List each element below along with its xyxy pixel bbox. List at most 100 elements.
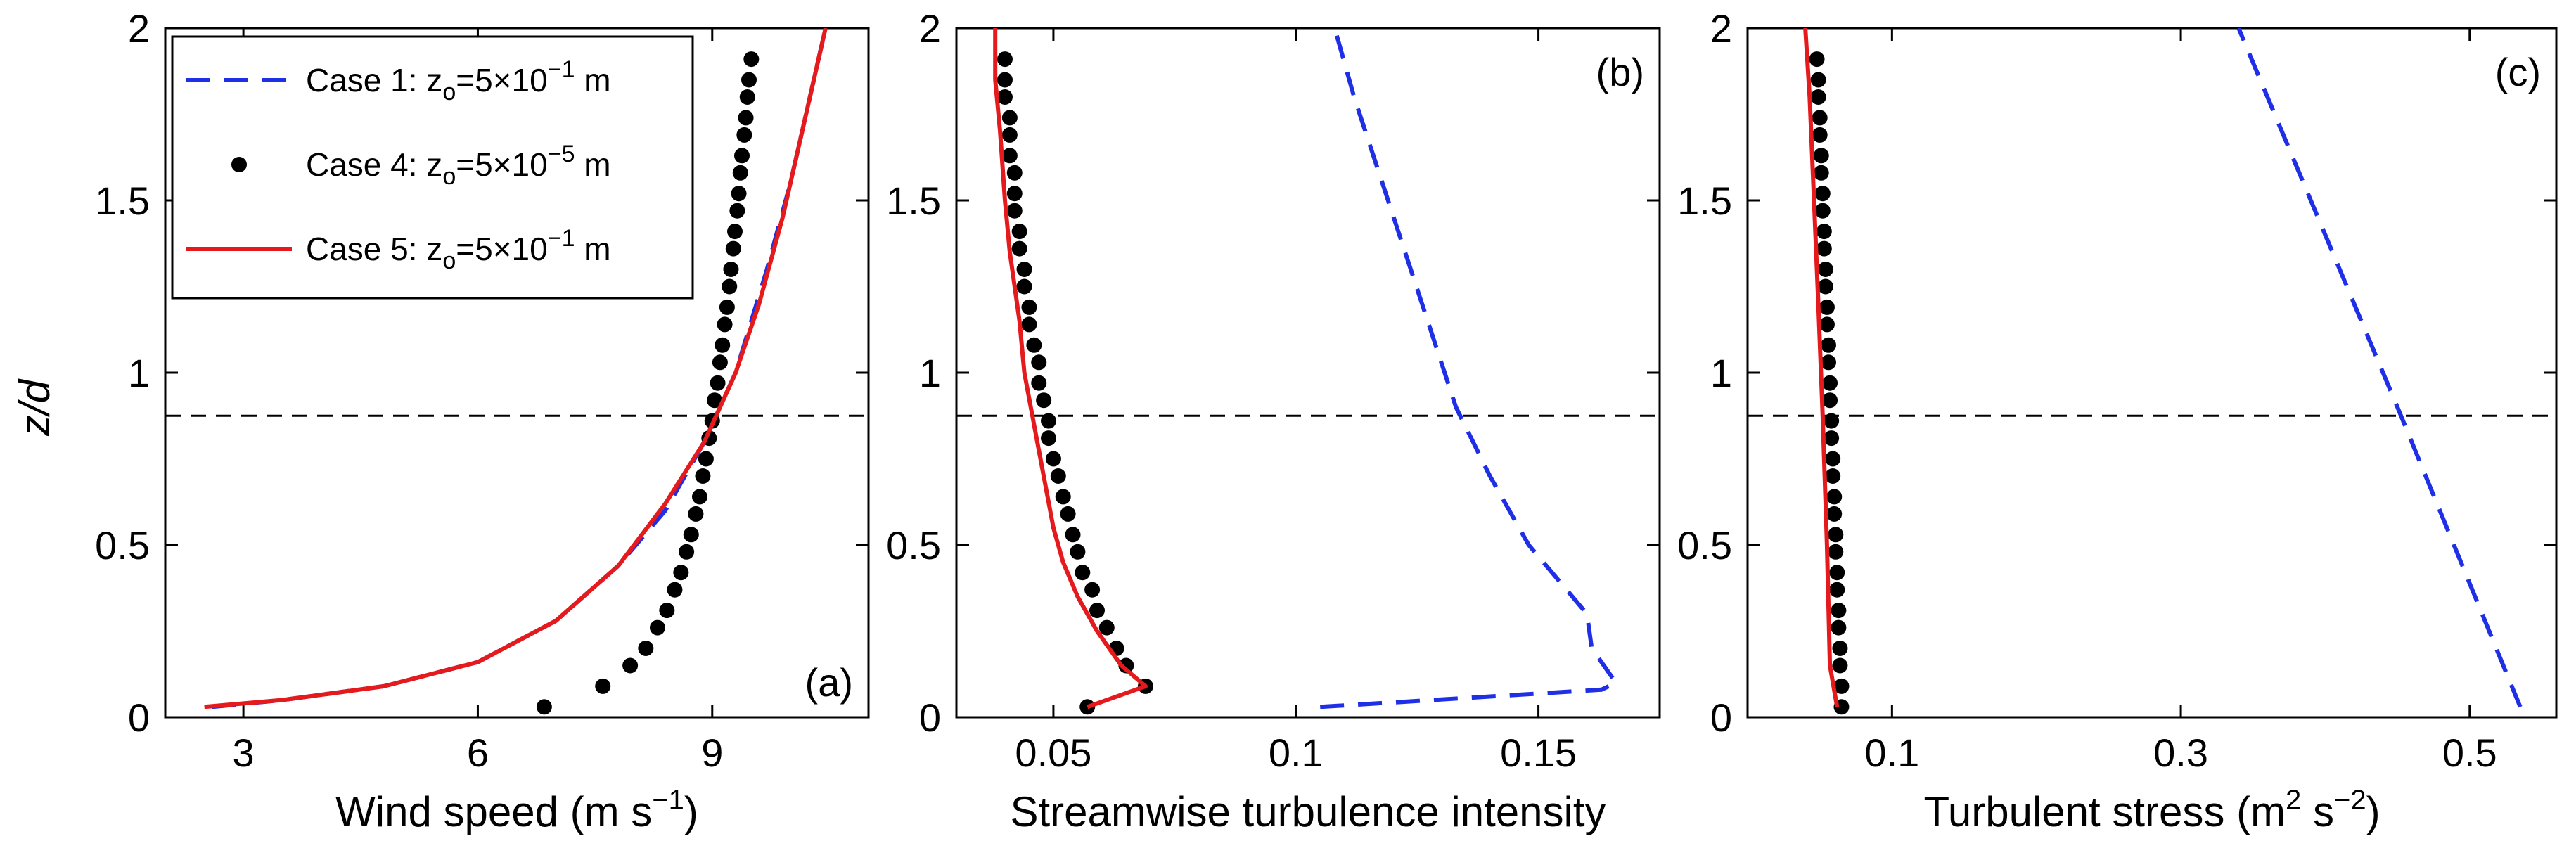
data-point-case4 (1055, 489, 1071, 505)
data-point-case4 (1041, 413, 1057, 429)
data-point-case4 (1828, 527, 1844, 543)
data-point-case4 (1831, 619, 1847, 636)
data-point-case4 (1825, 451, 1841, 467)
data-point-case4 (1828, 544, 1844, 560)
y-tick-label: 2 (1710, 6, 1732, 51)
data-point-case4 (1036, 392, 1052, 409)
data-point-case4 (679, 544, 695, 560)
data-point-case4 (1826, 506, 1843, 522)
y-tick-label: 0 (1710, 695, 1732, 740)
data-point-case4 (1822, 392, 1838, 409)
legend-label-case5: Case 5: zo=5×10−1 m (306, 225, 611, 274)
x-tick-label: 9 (701, 731, 723, 775)
data-point-case4 (595, 678, 611, 694)
data-point-case4 (727, 224, 743, 240)
y-tick-label: 1 (128, 351, 150, 395)
data-point-case4 (1826, 489, 1843, 505)
y-axis-label: z/d (11, 378, 58, 437)
series-line-case5 (993, 28, 1148, 709)
data-point-case4 (1822, 375, 1838, 391)
series-line-case1 (2236, 28, 2523, 708)
data-point-case4 (1829, 565, 1845, 581)
data-point-case4 (741, 72, 757, 88)
data-point-case4 (1026, 337, 1042, 353)
data-point-case4 (1810, 89, 1826, 105)
x-axis-label: Turbulent stress (m2 s−2) (1923, 785, 2380, 835)
data-point-case4 (536, 699, 552, 715)
data-point-case4 (717, 316, 733, 333)
data-point-case4 (1011, 224, 1027, 240)
x-tick-label: 3 (233, 731, 255, 775)
y-tick-label: 1 (919, 351, 941, 395)
data-point-case4 (1084, 582, 1101, 598)
data-point-case4 (1021, 316, 1037, 333)
data-point-case4 (732, 165, 748, 181)
data-point-case4 (673, 565, 689, 581)
data-point-case4 (1813, 165, 1829, 181)
panel-c: 0 0.5 1 1.5 2 0.1 0.3 0.5 Turbulent stress (m2 s… (1677, 6, 2558, 835)
legend-box (171, 35, 694, 300)
data-point-case4 (1825, 468, 1841, 484)
data-point-case4 (1006, 186, 1023, 202)
data-point-case4 (692, 489, 707, 505)
data-point-case4 (650, 619, 665, 636)
legend-label-case1: Case 1: zo=5×10−1 m (306, 56, 611, 105)
data-point-case4 (695, 468, 711, 484)
data-point-case4 (1031, 354, 1047, 371)
data-point-case4 (1814, 186, 1831, 202)
series-line-case5 (204, 28, 828, 709)
data-point-case4 (638, 641, 654, 656)
data-point-case4 (1006, 165, 1023, 181)
x-axis-label: Streamwise turbulence intensity (1010, 788, 1606, 835)
data-point-case4 (1075, 565, 1091, 581)
data-point-case4 (1001, 110, 1018, 126)
data-point-case4 (734, 148, 750, 164)
x-tick-label: 0.3 (2153, 731, 2208, 775)
x-tick-label: 0.15 (1500, 731, 1577, 775)
data-point-case4 (622, 657, 639, 674)
data-point-case4 (715, 337, 731, 353)
y-tick-label: 1.5 (1677, 179, 1732, 223)
data-point-case4 (739, 89, 755, 105)
plot-frame (1746, 27, 2558, 719)
data-point-case4 (997, 72, 1013, 88)
data-point-case4 (723, 262, 739, 277)
data-point-case4 (1031, 375, 1047, 391)
x-tick-label: 6 (467, 731, 489, 775)
series-line-case5 (1803, 28, 1840, 707)
legend-marker-case4 (231, 157, 247, 172)
data-point-case4 (1016, 262, 1032, 277)
data-point-case4 (1065, 527, 1081, 543)
data-point-case4 (1021, 299, 1037, 315)
data-point-case4 (707, 392, 723, 409)
data-point-case4 (1829, 582, 1845, 598)
y-tick-label: 0 (919, 695, 941, 740)
data-point-case4 (1814, 203, 1831, 219)
legend-label-case4: Case 4: zo=5×10−5 m (306, 141, 611, 190)
data-point-case4 (710, 375, 726, 391)
data-point-case4 (698, 451, 714, 467)
y-tick-label: 1 (1710, 351, 1732, 395)
y-tick-label: 2 (128, 6, 150, 51)
panel-b: 0 0.5 1 1.5 2 0.05 0.1 0.15 Streamwise turbulenc… (886, 6, 1661, 835)
data-point-case4 (1832, 657, 1848, 674)
panel-label: (b) (1596, 50, 1644, 94)
data-point-case4 (719, 299, 735, 315)
data-point-case4 (1821, 354, 1836, 371)
data-point-case4 (1001, 127, 1018, 143)
data-point-case4 (1050, 468, 1066, 484)
data-point-case4 (1816, 240, 1832, 257)
data-point-case4 (1812, 127, 1828, 143)
data-point-case4 (1098, 619, 1115, 636)
data-point-case4 (1816, 224, 1832, 240)
data-point-case4 (1089, 603, 1105, 619)
x-tick-label: 0.5 (2442, 731, 2497, 775)
data-point-case4 (997, 89, 1013, 105)
y-tick-label: 0 (128, 695, 150, 740)
data-point-case4 (1041, 430, 1057, 447)
y-tick-label: 1.5 (95, 179, 150, 223)
y-tick-label: 0.5 (886, 523, 941, 567)
x-tick-label: 0.05 (1015, 731, 1091, 775)
data-point-case4 (1817, 278, 1833, 295)
